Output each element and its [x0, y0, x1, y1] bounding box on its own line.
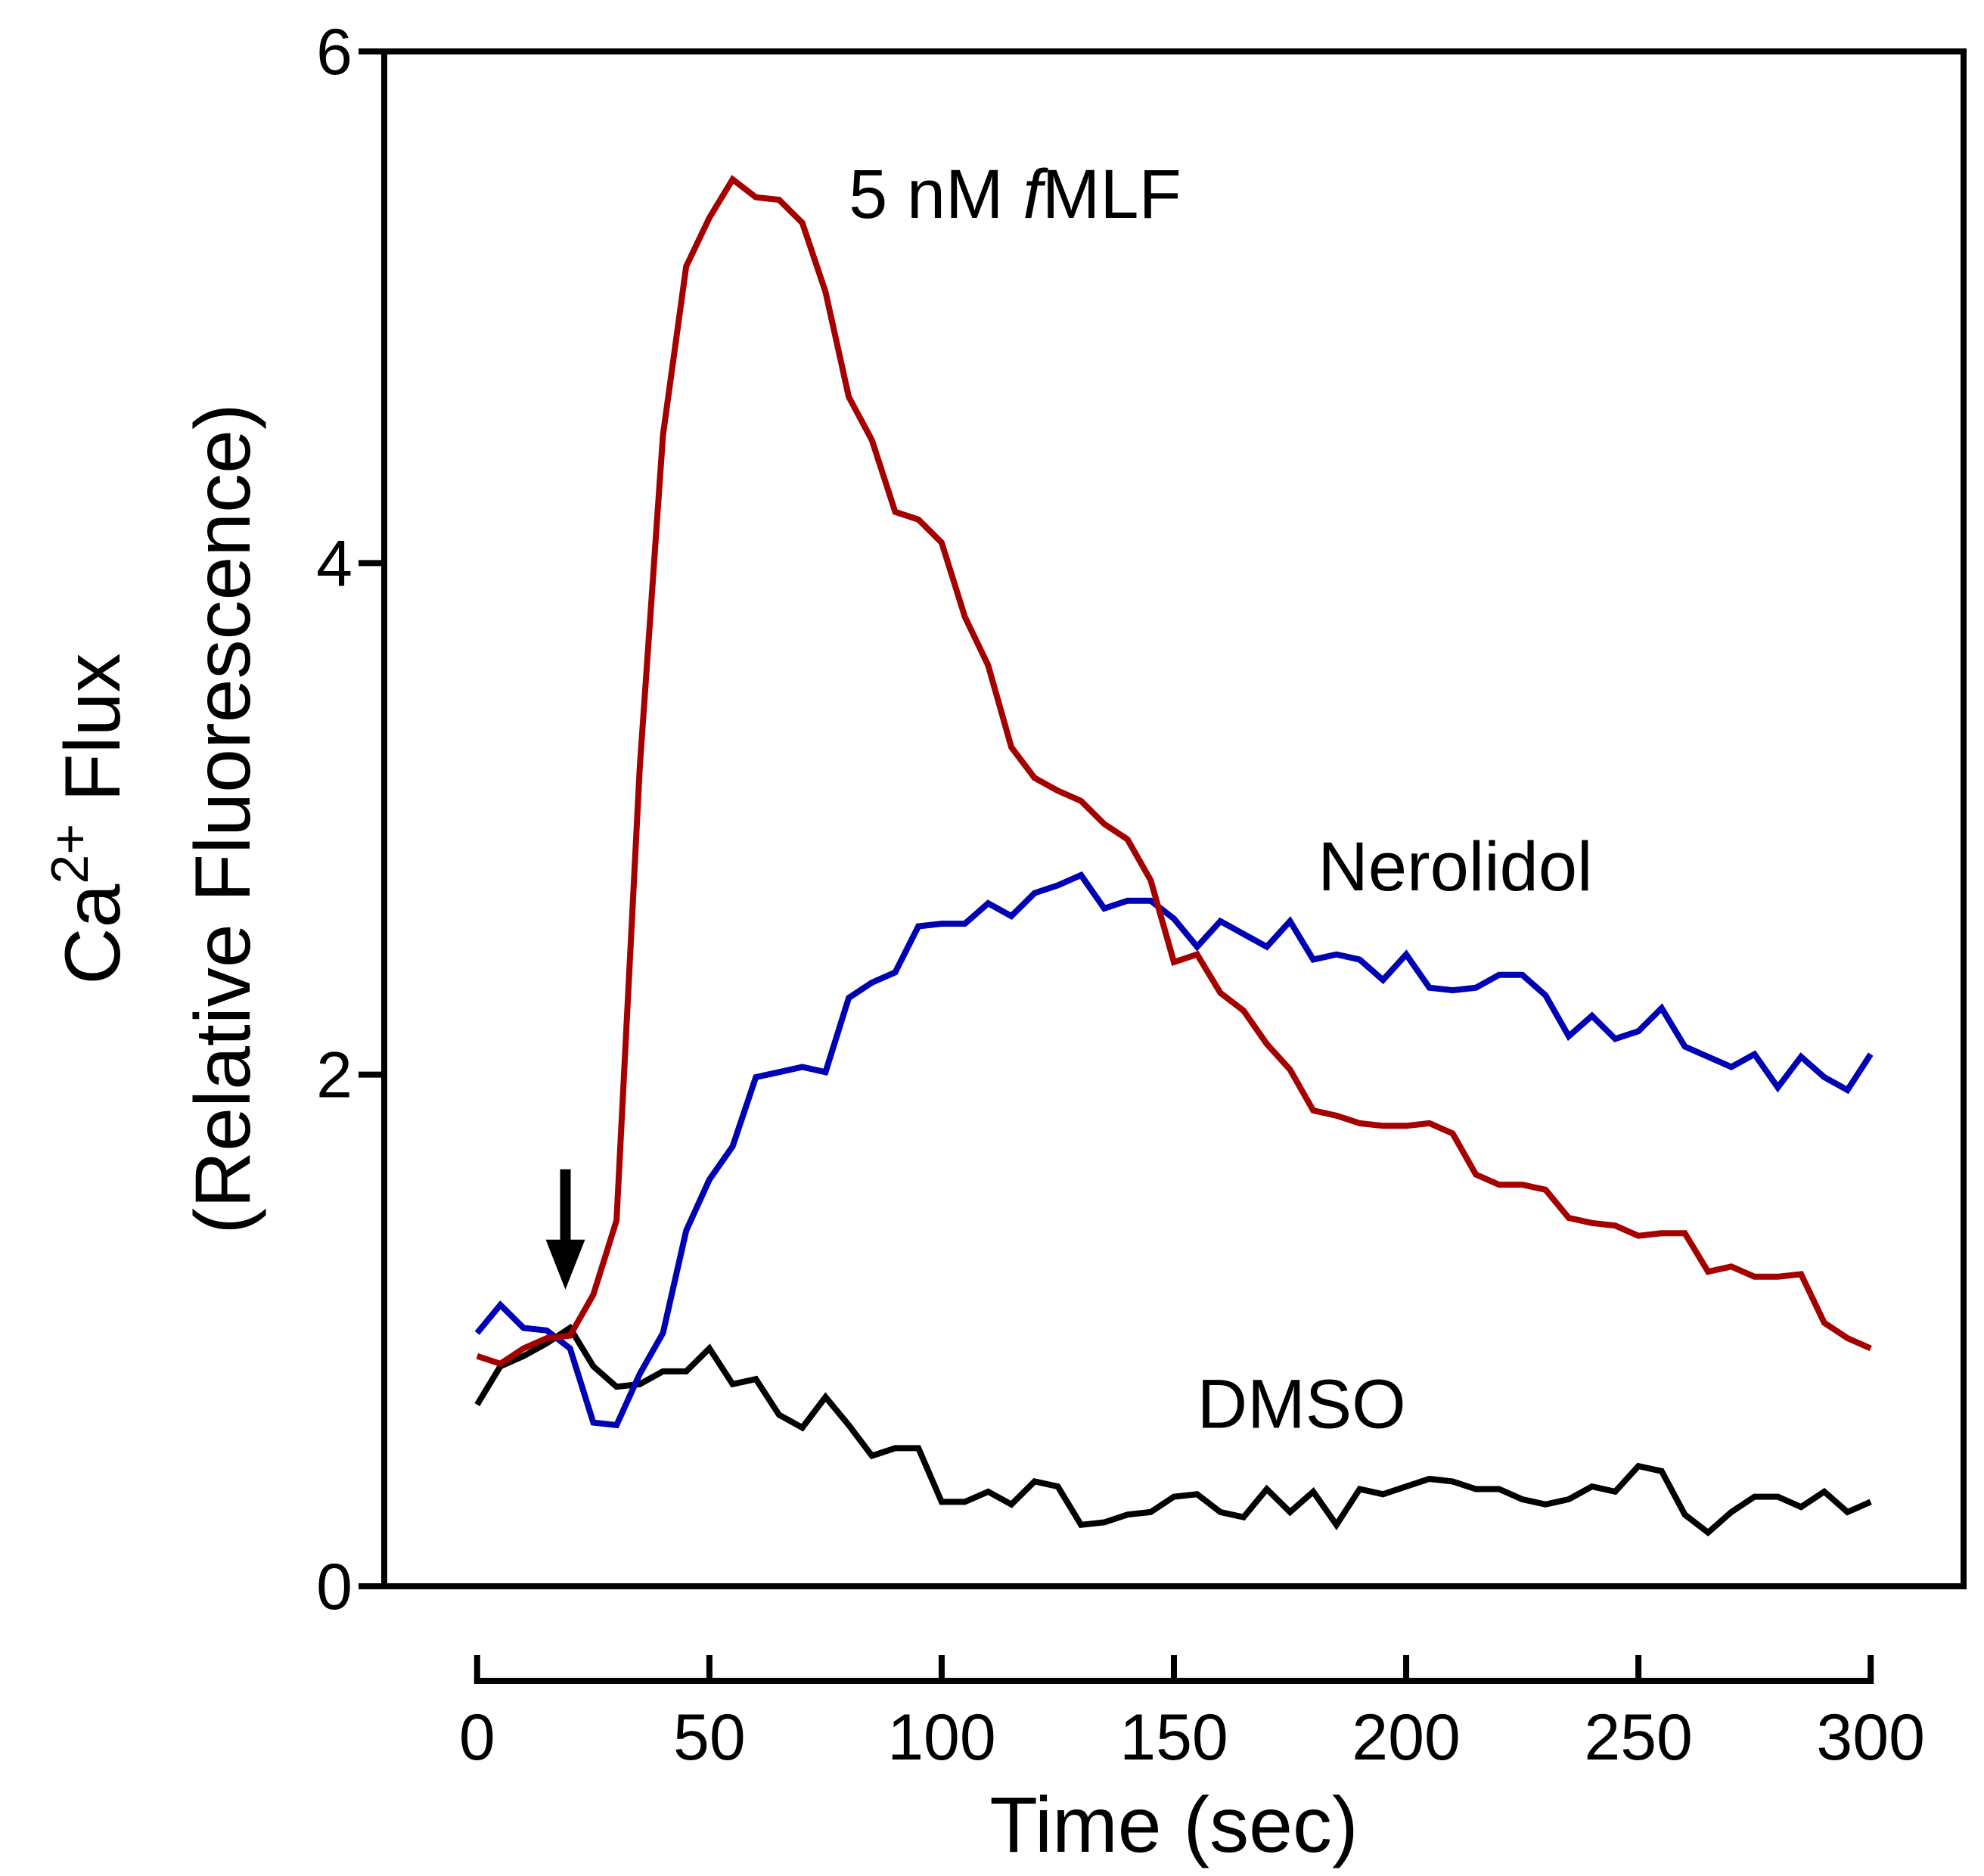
x-tick-label: 150 [1119, 1701, 1228, 1774]
x-tick-label: 100 [887, 1701, 996, 1774]
x-tick-label: 50 [673, 1701, 746, 1774]
x-tick-label: 200 [1352, 1701, 1461, 1774]
x-tick-label: 300 [1816, 1701, 1925, 1774]
arrow-annotation [545, 1169, 585, 1290]
y-axis-title: Ca2+ Flux (Relative Fluorescence) [40, 403, 267, 1234]
series-label-part: MLF [1042, 156, 1181, 233]
y-tick-label: 2 [316, 1039, 352, 1112]
y-tick-label: 6 [316, 16, 352, 89]
x-tick-label: 250 [1584, 1701, 1693, 1774]
y-axis-title-prefix: Ca [49, 884, 137, 984]
y-axis-title-line2: (Relative Fluorescence) [179, 403, 267, 1234]
series-line-5-nm-fmlf [476, 175, 1872, 1368]
axes: 0 2 4 6 0 50 100 150 200 250 300 [316, 16, 1925, 1774]
series-label-5-nm-fmlf: 5 nM fMLF [849, 156, 1181, 233]
series-line-dmso [474, 1323, 1872, 1537]
y-tick-label: 0 [316, 1551, 352, 1623]
series-lines [474, 175, 1874, 1537]
plot-frame [381, 48, 1967, 1589]
arrow-head [545, 1239, 585, 1290]
series-label-part: 5 nM [849, 156, 1023, 233]
x-tick-label: 0 [459, 1701, 495, 1774]
y-axis-title-superscript: 2+ [40, 824, 99, 884]
series-label-nerolidol: Nerolidol [1318, 828, 1592, 905]
series-line-nerolidol [474, 871, 1874, 1429]
x-axis-title: Time (sec) [989, 1781, 1358, 1869]
y-tick-label: 4 [316, 527, 352, 600]
series-label-part: DMSO [1197, 1365, 1406, 1443]
y-axis-title-suffix: Flux [49, 653, 137, 823]
y-axis-title-line1: Ca2+ Flux [40, 653, 137, 984]
series-label-dmso: DMSO [1197, 1365, 1406, 1443]
labels: Time (sec) Ca2+ Flux (Relative Fluorescenc… [40, 156, 1592, 1869]
series-label-part: Nerolidol [1318, 828, 1592, 905]
